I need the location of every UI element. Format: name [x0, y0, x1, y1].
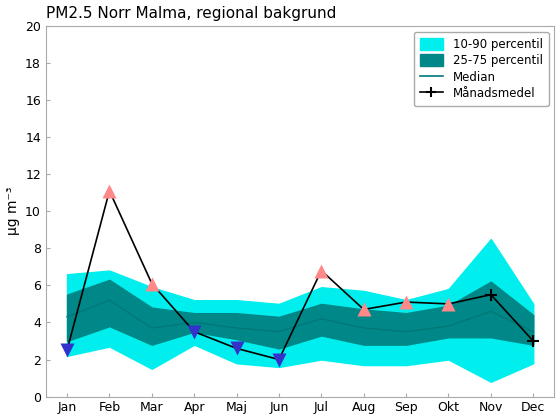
Legend: 10-90 percentil, 25-75 percentil, Median, Månadsmedel: 10-90 percentil, 25-75 percentil, Median…	[414, 32, 549, 106]
Text: PM2.5 Norr Malma, regional bakgrund: PM2.5 Norr Malma, regional bakgrund	[46, 5, 336, 21]
Y-axis label: μg m⁻³: μg m⁻³	[6, 187, 20, 236]
